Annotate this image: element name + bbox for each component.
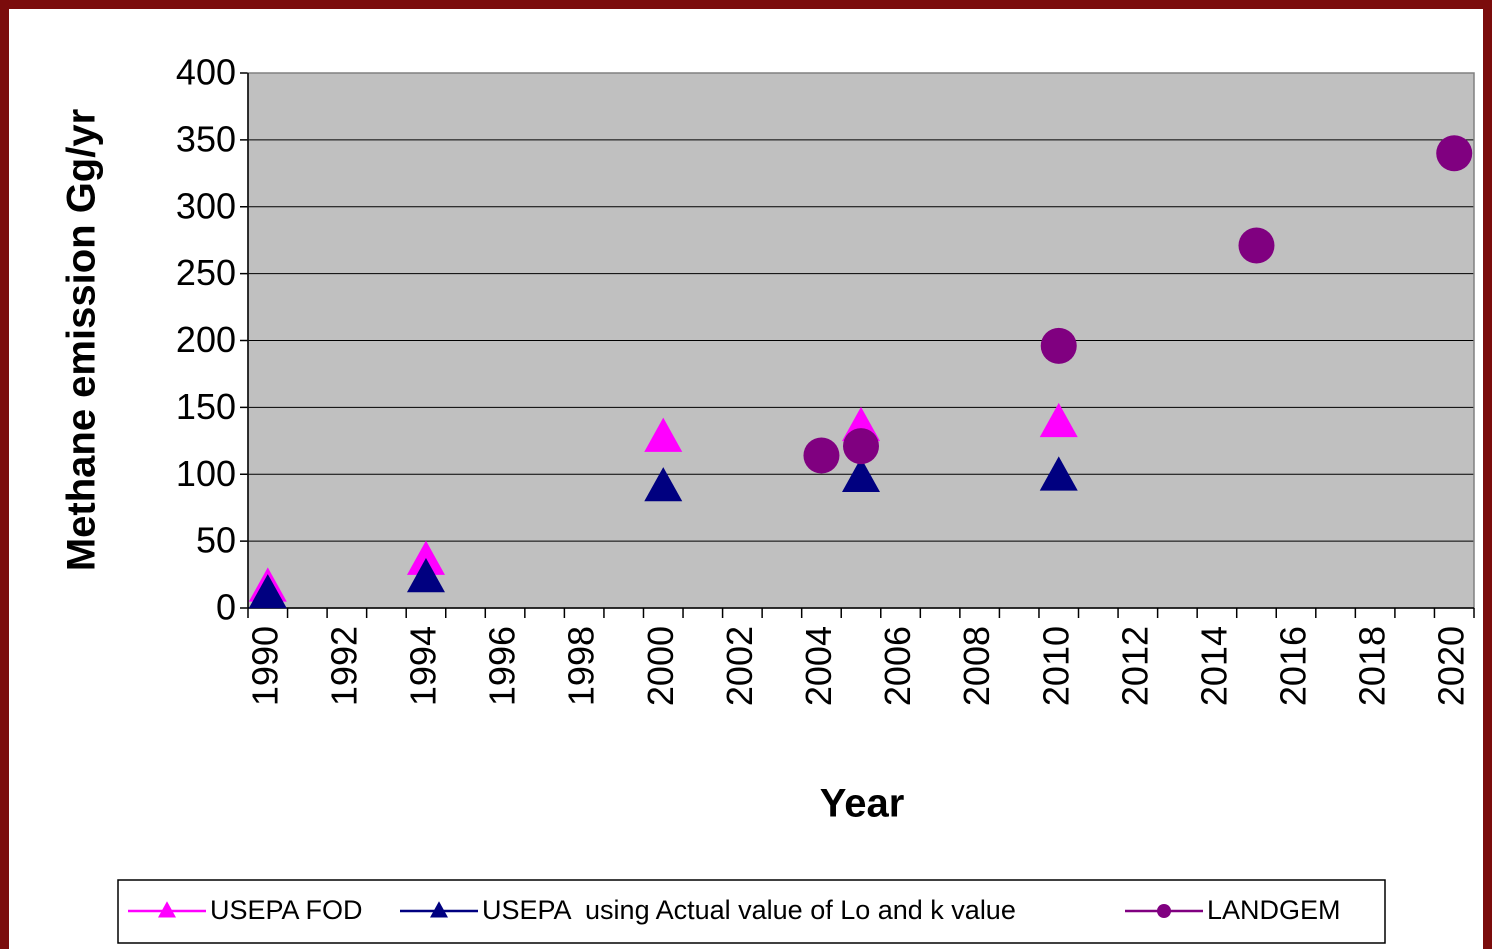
data-point (1436, 135, 1473, 172)
x-tick-label: 2018 (1352, 626, 1393, 706)
legend-label: LANDGEM (1207, 895, 1341, 925)
legend-label: USEPA FOD (210, 895, 363, 925)
x-tick-label: 2002 (719, 626, 760, 706)
data-point (842, 457, 880, 492)
data-point (1039, 456, 1078, 491)
x-tick-label: 2006 (877, 626, 918, 706)
x-tick-label: 2020 (1431, 626, 1472, 706)
y-tick-label: 150 (176, 386, 236, 427)
legend-marker (430, 901, 448, 918)
x-tick-label: 2000 (640, 626, 681, 706)
x-tick-label: 1998 (561, 626, 602, 706)
data-point (1238, 227, 1275, 264)
data-point (1039, 402, 1078, 438)
y-tick-label: 300 (176, 185, 236, 226)
y-axis-title: Methane emission Gg/yr (60, 109, 104, 571)
y-tick-label: 350 (176, 118, 236, 159)
data-point (843, 428, 879, 465)
data-point (1040, 327, 1077, 364)
y-tick-label: 0 (216, 587, 236, 628)
x-axis-title: Year (820, 782, 905, 826)
y-tick-label: 400 (176, 52, 236, 93)
x-tick-label: 2014 (1193, 626, 1234, 706)
x-tick-label: 2008 (956, 626, 997, 706)
data-point (803, 437, 840, 474)
x-tick-label: 2004 (798, 626, 839, 706)
x-tick-label: 1994 (402, 626, 443, 706)
x-tick-label: 2012 (1114, 626, 1155, 706)
y-tick-label: 50 (196, 520, 236, 561)
y-tick-label: 100 (176, 453, 236, 494)
legend-marker (158, 901, 176, 918)
x-tick-label: 1996 (482, 626, 523, 706)
y-tick-label: 200 (176, 319, 236, 360)
x-tick-label: 1990 (244, 626, 285, 706)
x-tick-label: 2016 (1273, 626, 1314, 706)
x-tick-label: 1992 (323, 626, 364, 706)
legend-label: USEPA using Actual value of Lo and k val… (482, 895, 1016, 925)
data-point (406, 558, 445, 593)
legend-marker (1157, 904, 1171, 918)
data-point (248, 574, 287, 609)
data-point (644, 417, 683, 452)
data-point (644, 467, 683, 502)
data-point (406, 540, 445, 575)
y-tick-label: 250 (176, 252, 236, 293)
x-tick-label: 2010 (1035, 626, 1076, 706)
